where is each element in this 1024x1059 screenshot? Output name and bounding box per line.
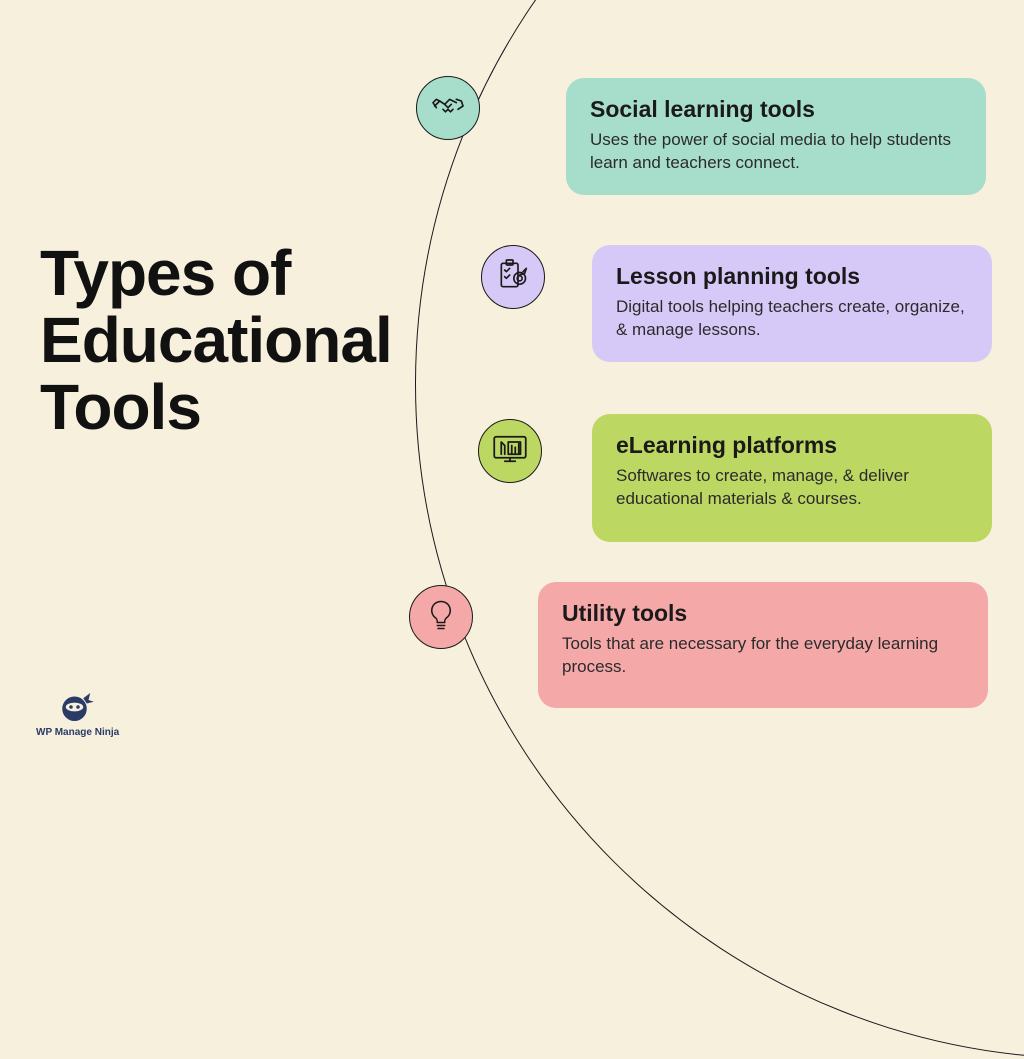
elearning-description: Softwares to create, manage, & deliver e… — [616, 465, 968, 511]
utility-heading: Utility tools — [562, 600, 964, 627]
brand-logo: WP Manage Ninja — [36, 689, 119, 738]
utility-card: Utility tools Tools that are necessary f… — [538, 582, 988, 708]
social-card: Social learning tools Uses the power of … — [566, 78, 986, 195]
social-description: Uses the power of social media to help s… — [590, 129, 962, 175]
ninja-icon — [57, 689, 99, 725]
lightbulb-icon — [423, 597, 459, 638]
lesson-description: Digital tools helping teachers create, o… — [616, 296, 968, 342]
elearning-card: eLearning platforms Softwares to create,… — [592, 414, 992, 542]
brand-logo-text: WP Manage Ninja — [36, 727, 119, 738]
lesson-heading: Lesson planning tools — [616, 263, 968, 290]
computer-class-icon — [489, 428, 531, 475]
clipboard-target-icon — [493, 255, 533, 300]
lesson-icon-circle — [481, 245, 545, 309]
utility-icon-circle — [409, 585, 473, 649]
elearning-icon-circle — [478, 419, 542, 483]
lesson-card: Lesson planning tools Digital tools help… — [592, 245, 992, 362]
social-icon-circle — [416, 76, 480, 140]
page-title: Types ofEducationalTools — [40, 240, 392, 442]
handshake-icon — [428, 86, 468, 131]
social-heading: Social learning tools — [590, 96, 962, 123]
utility-description: Tools that are necessary for the everyda… — [562, 633, 964, 679]
elearning-heading: eLearning platforms — [616, 432, 968, 459]
